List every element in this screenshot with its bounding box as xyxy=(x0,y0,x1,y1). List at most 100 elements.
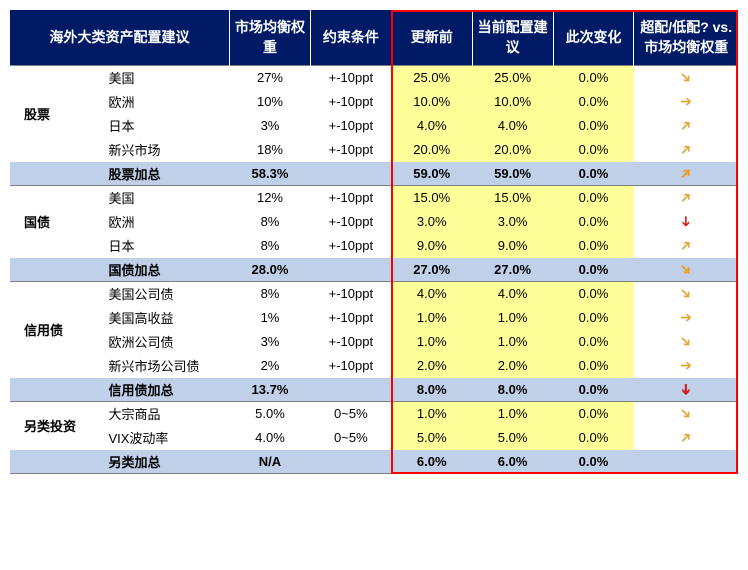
chg-cell: 0.0% xyxy=(553,138,634,162)
arrow-cell: ➔ xyxy=(634,426,738,450)
sum-name-cell: 股票加总 xyxy=(102,162,229,186)
arrow-icon: ➔ xyxy=(676,236,696,256)
chg-cell: 0.0% xyxy=(553,90,634,114)
sum-rec-cell: 27.0% xyxy=(472,258,553,282)
pre-cell: 1.0% xyxy=(391,306,472,330)
arrow-cell: ➔ xyxy=(634,234,738,258)
arrow-icon: ➔ xyxy=(676,332,696,352)
cons-cell: 0~5% xyxy=(310,426,391,450)
pre-cell: 10.0% xyxy=(391,90,472,114)
empty-cell xyxy=(10,162,102,186)
arrow-icon: ➔ xyxy=(677,216,694,228)
sum-arrow-cell xyxy=(634,450,738,474)
rec-cell: 1.0% xyxy=(472,330,553,354)
table-row: 日本8%+-10ppt9.0%9.0%0.0%➔ xyxy=(10,234,738,258)
table-row: 另类投资大宗商品5.0%0~5%1.0%1.0%0.0%➔ xyxy=(10,402,738,426)
sum-pre-cell: 27.0% xyxy=(391,258,472,282)
mw-cell: 8% xyxy=(230,234,311,258)
cons-cell: +-10ppt xyxy=(310,66,391,90)
mw-cell: 3% xyxy=(230,330,311,354)
summary-row: 另类加总N/A6.0%6.0%0.0% xyxy=(10,450,738,474)
chg-cell: 0.0% xyxy=(553,114,634,138)
table-row: 股票美国27%+-10ppt25.0%25.0%0.0%➔ xyxy=(10,66,738,90)
cons-cell: +-10ppt xyxy=(310,114,391,138)
arrow-icon: ➔ xyxy=(677,384,694,396)
sum-rec-cell: 8.0% xyxy=(472,378,553,402)
sum-cons-cell xyxy=(310,258,391,282)
table-body: 股票美国27%+-10ppt25.0%25.0%0.0%➔欧洲10%+-10pp… xyxy=(10,66,738,474)
arrow-cell: ➔ xyxy=(634,186,738,210)
mw-cell: 5.0% xyxy=(230,402,311,426)
cons-cell: +-10ppt xyxy=(310,282,391,306)
name-cell: 日本 xyxy=(102,114,229,138)
mw-cell: 12% xyxy=(230,186,311,210)
chg-cell: 0.0% xyxy=(553,402,634,426)
category-cell: 股票 xyxy=(10,66,102,162)
sum-pre-cell: 8.0% xyxy=(391,378,472,402)
sum-pre-cell: 6.0% xyxy=(391,450,472,474)
sum-pre-cell: 59.0% xyxy=(391,162,472,186)
arrow-cell: ➔ xyxy=(634,282,738,306)
mw-cell: 4.0% xyxy=(230,426,311,450)
arrow-icon: ➔ xyxy=(676,428,696,448)
sum-chg-cell: 0.0% xyxy=(553,378,634,402)
header-before: 更新前 xyxy=(391,10,472,66)
mw-cell: 10% xyxy=(230,90,311,114)
rec-cell: 2.0% xyxy=(472,354,553,378)
category-cell: 国债 xyxy=(10,186,102,258)
cons-cell: +-10ppt xyxy=(310,90,391,114)
pre-cell: 25.0% xyxy=(391,66,472,90)
table-row: 信用债美国公司债8%+-10ppt4.0%4.0%0.0%➔ xyxy=(10,282,738,306)
summary-row: 国债加总28.0%27.0%27.0%0.0%➔ xyxy=(10,258,738,282)
name-cell: 欧洲 xyxy=(102,90,229,114)
pre-cell: 3.0% xyxy=(391,210,472,234)
arrow-cell: ➔ xyxy=(634,210,738,234)
mw-cell: 1% xyxy=(230,306,311,330)
header-market-weight: 市场均衡权重 xyxy=(230,10,311,66)
summary-row: 股票加总58.3%59.0%59.0%0.0%➔ xyxy=(10,162,738,186)
empty-cell xyxy=(10,258,102,282)
arrow-icon: ➔ xyxy=(676,116,696,136)
pre-cell: 1.0% xyxy=(391,330,472,354)
pre-cell: 20.0% xyxy=(391,138,472,162)
chg-cell: 0.0% xyxy=(553,330,634,354)
arrow-icon: ➔ xyxy=(676,259,696,279)
cons-cell: +-10ppt xyxy=(310,330,391,354)
mw-cell: 8% xyxy=(230,210,311,234)
table-header: 海外大类资产配置建议 市场均衡权重 约束条件 更新前 当前配置建议 此次变化 超… xyxy=(10,10,738,66)
header-title: 海外大类资产配置建议 xyxy=(10,10,230,66)
sum-chg-cell: 0.0% xyxy=(553,450,634,474)
name-cell: 美国 xyxy=(102,186,229,210)
table-row: 美国高收益1%+-10ppt1.0%1.0%0.0%➔ xyxy=(10,306,738,330)
category-cell: 信用债 xyxy=(10,282,102,378)
sum-cons-cell xyxy=(310,378,391,402)
name-cell: 新兴市场公司债 xyxy=(102,354,229,378)
table-row: 日本3%+-10ppt4.0%4.0%0.0%➔ xyxy=(10,114,738,138)
sum-name-cell: 国债加总 xyxy=(102,258,229,282)
sum-mw-cell: 28.0% xyxy=(230,258,311,282)
sum-mw-cell: 13.7% xyxy=(230,378,311,402)
arrow-cell: ➔ xyxy=(634,66,738,90)
sum-cons-cell xyxy=(310,450,391,474)
sum-arrow-cell: ➔ xyxy=(634,258,738,282)
chg-cell: 0.0% xyxy=(553,234,634,258)
empty-cell xyxy=(10,450,102,474)
arrow-icon: ➔ xyxy=(676,68,696,88)
sum-rec-cell: 59.0% xyxy=(472,162,553,186)
cons-cell: +-10ppt xyxy=(310,138,391,162)
table-row: 欧洲公司债3%+-10ppt1.0%1.0%0.0%➔ xyxy=(10,330,738,354)
mw-cell: 2% xyxy=(230,354,311,378)
name-cell: 美国公司债 xyxy=(102,282,229,306)
arrow-cell: ➔ xyxy=(634,138,738,162)
arrow-cell: ➔ xyxy=(634,114,738,138)
name-cell: 美国高收益 xyxy=(102,306,229,330)
arrow-icon: ➔ xyxy=(680,309,692,326)
rec-cell: 5.0% xyxy=(472,426,553,450)
arrow-cell: ➔ xyxy=(634,90,738,114)
table-row: 欧洲10%+-10ppt10.0%10.0%0.0%➔ xyxy=(10,90,738,114)
sum-name-cell: 另类加总 xyxy=(102,450,229,474)
cons-cell: +-10ppt xyxy=(310,306,391,330)
rec-cell: 20.0% xyxy=(472,138,553,162)
header-recommend: 当前配置建议 xyxy=(472,10,553,66)
name-cell: 美国 xyxy=(102,66,229,90)
